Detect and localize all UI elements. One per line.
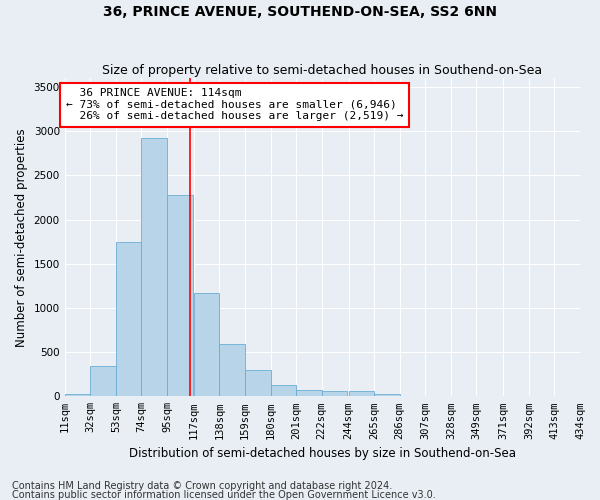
Bar xyxy=(245,370,271,396)
Title: Size of property relative to semi-detached houses in Southend-on-Sea: Size of property relative to semi-detach… xyxy=(102,64,542,77)
Y-axis label: Number of semi-detached properties: Number of semi-detached properties xyxy=(15,128,28,346)
Text: 36, PRINCE AVENUE, SOUTHEND-ON-SEA, SS2 6NN: 36, PRINCE AVENUE, SOUTHEND-ON-SEA, SS2 … xyxy=(103,5,497,19)
Text: Contains HM Land Registry data © Crown copyright and database right 2024.: Contains HM Land Registry data © Crown c… xyxy=(12,481,392,491)
Bar xyxy=(167,195,193,396)
Bar xyxy=(116,242,142,396)
Bar xyxy=(296,390,322,396)
Bar xyxy=(322,392,347,396)
Bar xyxy=(271,385,296,396)
Bar xyxy=(349,392,374,396)
Bar xyxy=(194,293,220,397)
Bar xyxy=(65,394,90,396)
Bar xyxy=(142,138,167,396)
Text: 36 PRINCE AVENUE: 114sqm
← 73% of semi-detached houses are smaller (6,946)
  26%: 36 PRINCE AVENUE: 114sqm ← 73% of semi-d… xyxy=(66,88,403,122)
Bar xyxy=(374,394,400,396)
X-axis label: Distribution of semi-detached houses by size in Southend-on-Sea: Distribution of semi-detached houses by … xyxy=(129,447,516,460)
Bar xyxy=(220,344,245,397)
Text: Contains public sector information licensed under the Open Government Licence v3: Contains public sector information licen… xyxy=(12,490,436,500)
Bar xyxy=(90,366,116,396)
